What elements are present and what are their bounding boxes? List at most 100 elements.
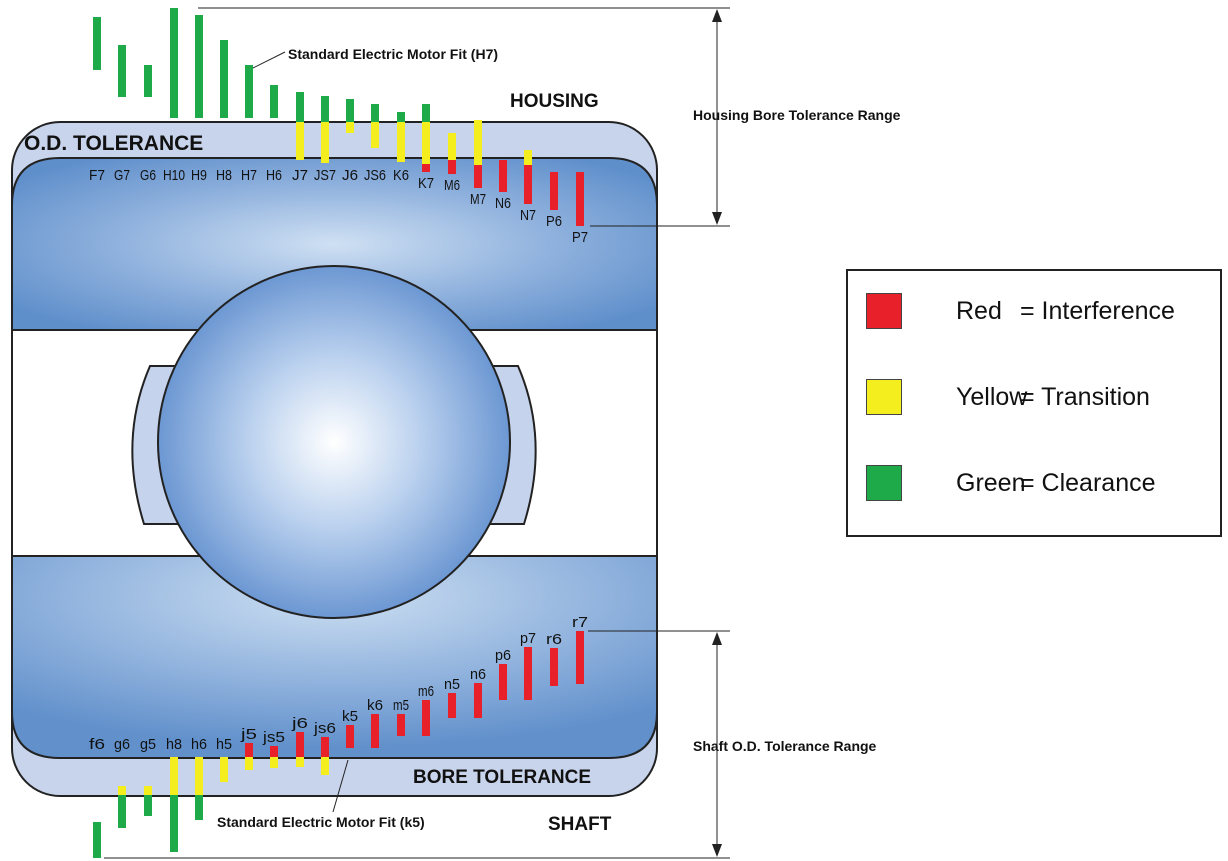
housing-bar-n7-yellow <box>524 150 532 165</box>
housing-label-f7: F7 <box>89 167 105 184</box>
housing-label-h10: H10 <box>163 167 185 184</box>
shaft-range-arrowhead-down <box>712 844 722 857</box>
shaft-label-js5: js5 <box>262 729 285 746</box>
housing-bar-h9-green <box>195 15 203 118</box>
housing-bar-h6-green <box>270 85 278 118</box>
legend: Red = Interference Yellow = Transition G… <box>846 269 1222 537</box>
shaft-label-js6: js6 <box>313 720 336 737</box>
legend-swatch-yellow <box>866 379 902 415</box>
od-tolerance-label: O.D. TOLERANCE <box>24 132 203 155</box>
shaft-bar-r6-red <box>550 648 558 686</box>
housing-label-m6: M6 <box>444 177 460 194</box>
housing-bar-g7-green <box>118 45 126 97</box>
shaft-label-r6: r6 <box>546 631 562 648</box>
shaft-bar-j5-red <box>245 743 253 757</box>
bore-tolerance-label: BORE TOLERANCE <box>413 767 591 788</box>
shaft-bar-f6-green <box>93 822 101 858</box>
shaft-bar-h8-yellow <box>170 757 178 795</box>
housing-label-j6: J6 <box>342 167 358 184</box>
housing-bar-k7-red <box>422 164 430 172</box>
shaft-label-k5: k5 <box>342 708 358 725</box>
legend-swatch-red <box>866 293 902 329</box>
outer-ring <box>11 157 658 331</box>
legend-desc-yellow: = Transition <box>1020 382 1150 411</box>
legend-name-red: Red <box>956 296 1002 325</box>
housing-label-n7: N7 <box>520 207 536 224</box>
housing-bar-js6-green <box>371 104 379 122</box>
housing-bar-f7-green <box>93 17 101 70</box>
legend-desc-red: = Interference <box>1020 296 1175 325</box>
housing-bar-j6-green <box>346 99 354 122</box>
shaft-label-k6: k6 <box>367 697 383 714</box>
shaft-label: SHAFT <box>548 814 612 835</box>
shaft-label-p6: p6 <box>495 647 511 664</box>
shaft-bar-h6-yellow <box>195 757 203 795</box>
shaft-bar-js6-red <box>321 737 329 757</box>
housing-label-g7: G7 <box>114 167 130 184</box>
housing-label-k6: K6 <box>393 167 409 184</box>
housing-bar-n7-red <box>524 165 532 204</box>
inner-ring <box>11 555 658 759</box>
housing-bar-js7-yellow <box>321 122 329 163</box>
housing-bar-k7-yellow <box>422 122 430 164</box>
shaft-label-r7: r7 <box>572 614 588 631</box>
shaft-fit-bars: f6 g6 g5 h8 h6 h5 j5 js5 j6 js6 k5 k6 m5 m6 n5 n6 p6 p7 r6… <box>89 614 588 858</box>
housing-label-h9: H9 <box>191 167 207 184</box>
legend-row-green: Green = Clearance <box>866 465 1206 501</box>
housing-bar-n6-red <box>499 160 507 192</box>
housing-bar-h7-green <box>245 65 253 118</box>
shaft-bar-j6-yellow <box>296 757 304 767</box>
housing-bar-g6-green <box>144 65 152 97</box>
shaft-label-j6: j6 <box>291 715 308 732</box>
housing-label-p7: P7 <box>572 229 588 246</box>
shaft-label-p7: p7 <box>520 630 536 647</box>
std-fit-h7-leader <box>252 51 286 69</box>
shaft-label-g6: g6 <box>114 736 130 753</box>
legend-desc-green: = Clearance <box>1020 468 1156 497</box>
housing-bar-p6-red <box>550 172 558 210</box>
housing-range-label: Housing Bore Tolerance Range <box>693 107 901 123</box>
housing-bar-j7-green <box>296 92 304 122</box>
shaft-bar-m6-red <box>422 700 430 736</box>
shaft-range-arrowhead-up <box>712 632 722 645</box>
shaft-label-g5: g5 <box>140 736 156 753</box>
housing-label-js6: JS6 <box>364 167 386 184</box>
housing-range-arrowhead-down <box>712 212 722 225</box>
housing-bar-k7-green <box>422 104 430 122</box>
shaft-label-m5: m5 <box>393 697 409 714</box>
std-fit-k5-leader <box>332 759 349 813</box>
housing-label-n6: N6 <box>495 195 511 212</box>
shaft-bar-g5-green <box>144 795 152 816</box>
shaft-bar-g5-yellow <box>144 786 152 795</box>
shaft-bar-m5-red <box>397 714 405 736</box>
shaft-bar-h5-yellow <box>220 757 228 782</box>
shaft-range-label: Shaft O.D. Tolerance Range <box>693 738 877 754</box>
housing-bar-js7-green <box>321 96 329 122</box>
housing-label-js7: JS7 <box>314 167 336 184</box>
housing-label-g6: G6 <box>140 167 156 184</box>
shaft-bar-g6-yellow <box>118 786 126 795</box>
shaft-bar-js6-yellow <box>321 757 329 775</box>
housing-bar-j6-yellow <box>346 122 354 133</box>
housing-bar-p7-red <box>576 172 584 226</box>
housing-label-h6: H6 <box>266 167 282 184</box>
shaft-label-h5: h5 <box>216 736 232 753</box>
housing-bar-h10-green <box>170 8 178 118</box>
shaft-bar-j5-yellow <box>245 757 253 770</box>
shaft-bar-h6-green <box>195 795 203 820</box>
housing-bar-m6-yellow <box>448 133 456 160</box>
legend-name-green: Green <box>956 468 1026 497</box>
housing-label-m7: M7 <box>470 191 486 208</box>
legend-row-yellow: Yellow = Transition <box>866 379 1206 415</box>
shaft-label-h8: h8 <box>166 736 182 753</box>
housing-bar-j7-yellow <box>296 122 304 160</box>
housing-label-j7: J7 <box>292 167 308 184</box>
shaft-bar-p7-red <box>524 647 532 700</box>
housing-bar-k6-yellow <box>397 122 405 162</box>
shaft-label-j5: j5 <box>240 726 257 743</box>
shaft-bar-js5-yellow <box>270 757 278 768</box>
ball <box>157 265 511 619</box>
housing-label-k7: K7 <box>418 175 434 192</box>
shaft-bar-k6-red <box>371 714 379 748</box>
